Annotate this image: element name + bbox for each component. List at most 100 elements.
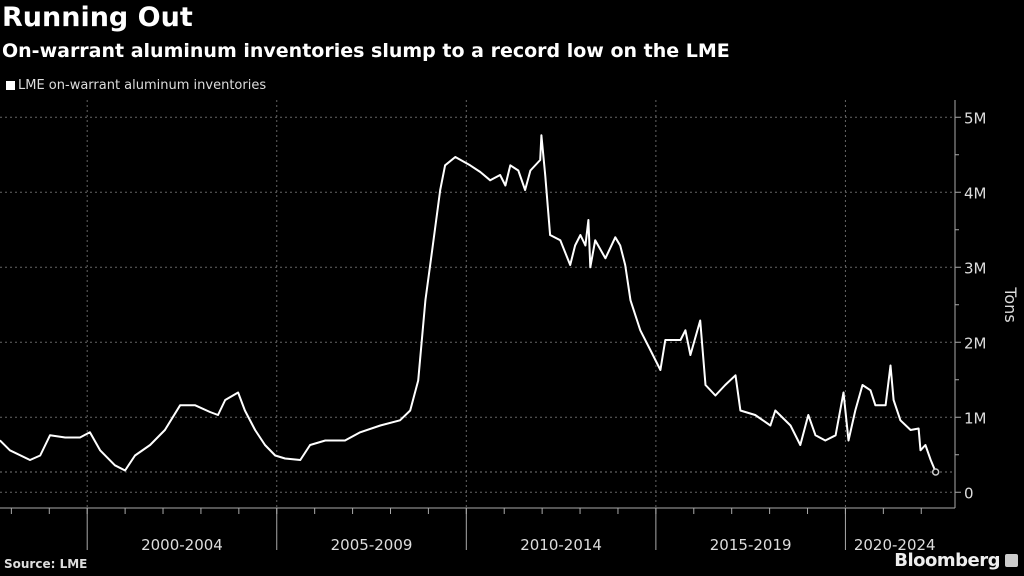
data-point — [399, 419, 401, 422]
data-point — [684, 329, 687, 332]
y-tick-label: 5M — [964, 109, 987, 127]
data-point — [359, 431, 361, 434]
data-point — [714, 394, 717, 397]
data-point — [679, 339, 682, 341]
x-tick-label: 2010-2014 — [520, 536, 602, 554]
data-point — [344, 439, 346, 442]
data-point — [559, 239, 562, 242]
data-point — [769, 424, 772, 427]
data-point — [114, 464, 116, 467]
data-point — [431, 249, 433, 251]
data-point — [254, 429, 256, 431]
data-point — [924, 444, 927, 446]
data-point — [179, 404, 181, 407]
data-point — [699, 319, 702, 322]
y-tick-label: 2M — [964, 334, 987, 352]
data-point — [149, 444, 151, 446]
data-point — [799, 444, 802, 446]
x-tick-label: 2005-2009 — [331, 536, 413, 554]
data-point — [529, 169, 532, 172]
legend-swatch — [6, 81, 15, 90]
data-point — [489, 179, 491, 182]
data-point — [64, 436, 67, 439]
data-point — [544, 174, 546, 176]
data-point — [624, 264, 626, 266]
y-tick-label: 1M — [964, 409, 987, 427]
data-point — [264, 444, 266, 446]
data-point — [224, 399, 226, 401]
data-point — [517, 169, 520, 172]
data-point — [237, 391, 239, 394]
data-point — [834, 434, 837, 437]
data-point — [774, 409, 777, 412]
data-point — [424, 299, 427, 302]
data-point — [594, 239, 597, 242]
bloomberg-logo: Bloomberg — [894, 550, 1000, 571]
data-point — [99, 449, 101, 452]
data-point — [79, 436, 81, 439]
data-point — [9, 449, 11, 452]
data-point — [569, 264, 571, 266]
y-tick-label: 3M — [964, 259, 987, 277]
data-point — [539, 159, 542, 161]
data-point — [194, 404, 197, 407]
data-point — [847, 439, 850, 442]
data-point — [299, 459, 302, 461]
x-tick-label: 2020-2024 — [854, 536, 936, 554]
data-point — [919, 449, 922, 452]
data-point — [579, 234, 582, 236]
data-point — [379, 424, 382, 427]
data-point — [444, 164, 446, 167]
data-point — [217, 414, 219, 416]
data-point — [454, 156, 457, 158]
data-point — [814, 434, 817, 437]
x-tick-label: 2015-2019 — [710, 536, 792, 554]
chart-title: Running Out — [2, 2, 193, 33]
data-point — [134, 454, 136, 457]
data-point — [509, 164, 512, 167]
data-point — [589, 266, 592, 269]
data-point — [854, 409, 857, 412]
data-point — [649, 349, 652, 352]
data-point — [284, 457, 286, 460]
data-point — [869, 389, 872, 392]
data-point — [874, 404, 877, 407]
data-point — [244, 409, 246, 412]
data-point — [842, 391, 845, 394]
data-point — [89, 431, 91, 434]
data-point — [587, 219, 590, 221]
data-point — [807, 414, 810, 416]
data-point — [417, 379, 419, 382]
data-point — [324, 439, 327, 442]
data-point — [524, 189, 526, 191]
data-point — [274, 454, 277, 457]
data-point — [574, 244, 576, 247]
data-point — [659, 369, 662, 371]
data-point — [409, 409, 412, 412]
data-point — [209, 411, 211, 413]
y-tick-label: 0 — [964, 484, 974, 502]
data-point — [499, 174, 501, 176]
data-point — [704, 384, 707, 386]
data-point — [899, 419, 902, 422]
data-point — [0, 439, 1, 442]
legend: LME on-warrant aluminum inventories — [6, 78, 266, 93]
data-point — [124, 469, 126, 472]
data-point — [892, 399, 895, 401]
data-point — [789, 424, 792, 427]
y-axis-label: Tons — [1001, 286, 1020, 322]
chart-subtitle: On-warrant aluminum inventories slump to… — [2, 40, 730, 62]
data-point — [469, 164, 471, 167]
data-point — [549, 234, 551, 236]
data-point — [39, 454, 41, 457]
data-point — [540, 134, 543, 137]
data-point — [619, 244, 622, 247]
chart-icon — [1005, 554, 1018, 567]
data-point — [504, 184, 507, 187]
data-point — [439, 189, 441, 191]
data-point — [639, 329, 642, 332]
data-point — [754, 414, 756, 416]
data-point — [734, 374, 737, 377]
data-point — [309, 444, 311, 446]
